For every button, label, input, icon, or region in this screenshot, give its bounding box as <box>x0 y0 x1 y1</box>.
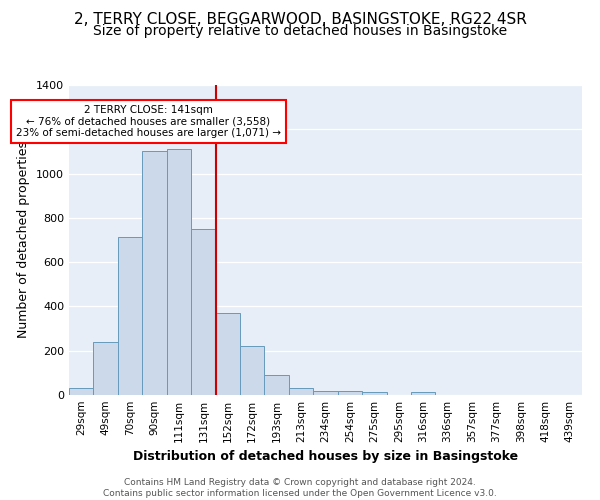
Bar <box>289 388 313 395</box>
Bar <box>411 392 436 395</box>
Y-axis label: Number of detached properties: Number of detached properties <box>17 142 31 338</box>
Bar <box>191 229 215 395</box>
Bar <box>94 342 118 395</box>
Bar <box>265 375 289 395</box>
Bar <box>118 236 142 395</box>
X-axis label: Distribution of detached houses by size in Basingstoke: Distribution of detached houses by size … <box>133 450 518 464</box>
Bar <box>240 346 265 395</box>
Bar <box>142 152 167 395</box>
Text: Contains HM Land Registry data © Crown copyright and database right 2024.
Contai: Contains HM Land Registry data © Crown c… <box>103 478 497 498</box>
Bar <box>338 390 362 395</box>
Bar <box>313 390 338 395</box>
Bar <box>362 392 386 395</box>
Bar <box>215 313 240 395</box>
Bar <box>167 149 191 395</box>
Text: 2, TERRY CLOSE, BEGGARWOOD, BASINGSTOKE, RG22 4SR: 2, TERRY CLOSE, BEGGARWOOD, BASINGSTOKE,… <box>74 12 526 28</box>
Text: Size of property relative to detached houses in Basingstoke: Size of property relative to detached ho… <box>93 24 507 38</box>
Text: 2 TERRY CLOSE: 141sqm
← 76% of detached houses are smaller (3,558)
23% of semi-d: 2 TERRY CLOSE: 141sqm ← 76% of detached … <box>16 105 281 138</box>
Bar <box>69 388 94 395</box>
